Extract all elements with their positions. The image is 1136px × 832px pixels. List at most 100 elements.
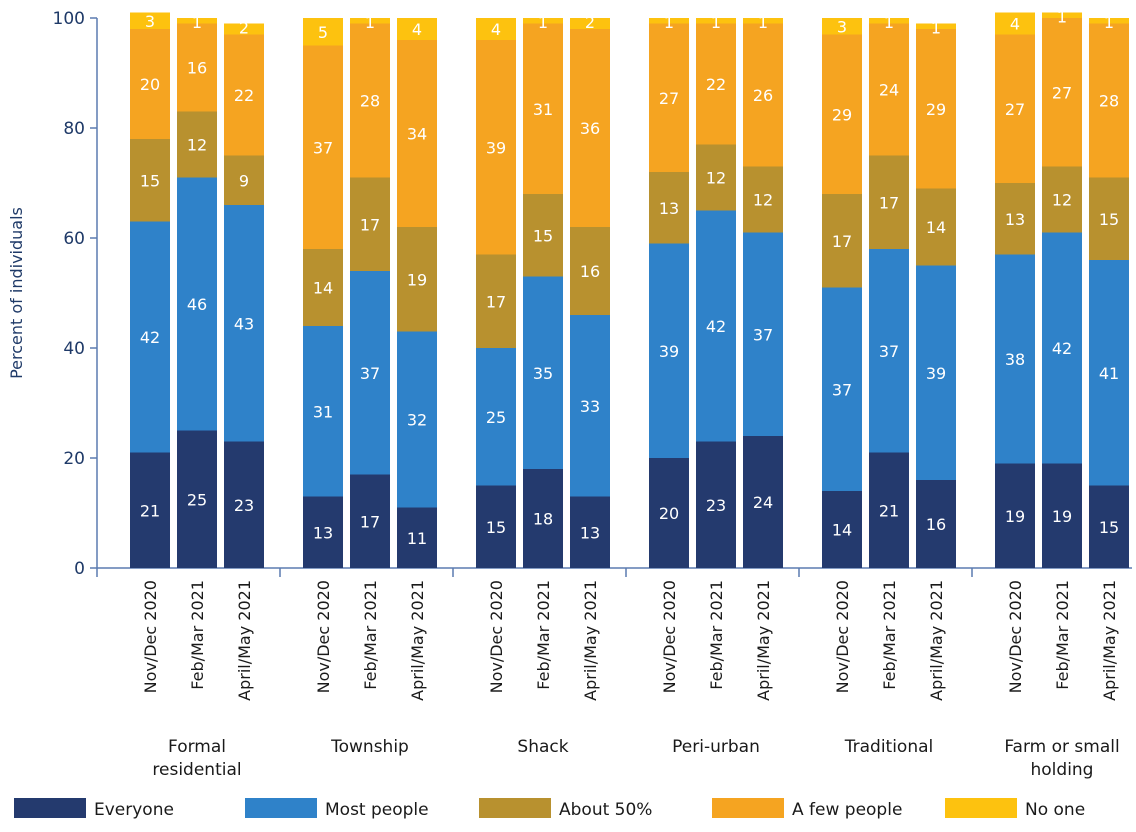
data-label: 16 [580,262,600,281]
data-label: 39 [486,138,506,157]
bar-segment-about-50- [523,194,563,277]
group-label-line: Shack [517,737,568,757]
bar-segment-about-50- [696,144,736,211]
bar-segment-most-people [303,326,343,497]
data-label: 37 [360,364,380,383]
bar-segment-about-50- [177,111,217,178]
data-label: 17 [832,232,852,251]
data-label: 2 [585,13,595,32]
data-label: 15 [1099,210,1119,229]
bar-segment-no-one [995,12,1035,35]
bar-segment-a-few-people [397,40,437,227]
y-tick-label: 60 [63,229,85,249]
data-label: 37 [753,325,773,344]
data-label: 12 [187,136,207,155]
bar-segment-a-few-people [570,29,610,227]
data-label: 37 [879,342,899,361]
data-label: 32 [407,411,427,430]
data-label: 43 [234,314,254,333]
data-label: 39 [926,364,946,383]
bar-segment-about-50- [476,254,516,348]
data-label: 21 [879,501,899,520]
data-label: 1 [758,13,768,32]
period-label: Feb/Mar 2021 [188,580,207,690]
data-label: 9 [239,171,249,190]
data-label: 25 [187,490,207,509]
segment-labels: 2142152032546121612343922213311437517371… [140,8,1119,548]
data-label: 12 [753,191,773,210]
data-label: 26 [753,86,773,105]
bar-segment-everyone [696,441,736,568]
bar-segment-no-one [523,18,563,24]
bar-segment-everyone [130,452,170,568]
data-label: 21 [140,501,160,520]
bar-segment-about-50- [1089,177,1129,260]
group-label-line: Farm or small [1004,737,1119,757]
data-label: 1 [664,13,674,32]
y-axis-title: Percent of individuals [7,207,26,379]
data-label: 38 [1005,350,1025,369]
bar-segment-most-people [649,243,689,458]
data-label: 31 [533,100,553,119]
bar-segment-about-50- [916,188,956,266]
bar-segment-no-one [350,18,390,24]
data-label: 33 [580,397,600,416]
data-label: 20 [659,504,679,523]
period-label: Feb/Mar 2021 [707,580,726,690]
period-label: Feb/Mar 2021 [880,580,899,690]
legend-label: A few people [792,800,902,820]
bar-segment-most-people [1089,260,1129,486]
data-label: 27 [1005,100,1025,119]
bar-segment-no-one [649,18,689,24]
data-label: 4 [1010,15,1020,34]
bar-segment-a-few-people [696,23,736,145]
bar-segment-a-few-people [476,40,516,255]
data-label: 17 [360,215,380,234]
data-label: 25 [486,408,506,427]
bar-segment-no-one [224,23,264,35]
bar-segment-most-people [224,205,264,442]
bar-segment-a-few-people [224,34,264,156]
group-label-line: Traditional [844,737,934,757]
data-label: 15 [533,226,553,245]
bar-segment-a-few-people [869,23,909,156]
bar-segment-a-few-people [350,23,390,178]
bar-segment-everyone [523,469,563,568]
data-label: 14 [926,218,946,237]
bar-segment-most-people [743,232,783,436]
bar-segment-most-people [696,210,736,442]
data-label: 19 [1052,507,1072,526]
group-label: Farm or small holding [1004,737,1119,780]
bar-segment-no-one [397,18,437,40]
data-label: 42 [706,317,726,336]
period-label: April/May 2021 [754,580,773,701]
bar-segment-everyone [224,441,264,568]
bar-segment-everyone [1089,485,1129,568]
data-label: 22 [706,75,726,94]
bar-segment-a-few-people [303,45,343,249]
x-axis-labels: Nov/Dec 2020 Feb/Mar 2021 April/May 2021 Fo… [141,580,1120,780]
bar-segment-everyone [869,452,909,568]
bar-segment-no-one [303,18,343,46]
data-label: 27 [659,89,679,108]
bar-segment-no-one [130,12,170,29]
group-label-line: holding [1031,760,1094,780]
bar-segment-most-people [476,348,516,486]
bar-segment-most-people [397,331,437,508]
bar-segment-no-one [916,23,956,29]
data-label: 23 [706,496,726,515]
y-tick-label: 80 [63,119,85,139]
bar-segment-about-50- [570,227,610,315]
data-label: 13 [1005,210,1025,229]
bar-segment-everyone [743,436,783,568]
bar-segment-about-50- [649,172,689,244]
data-label: 34 [407,125,427,144]
bar-segment-everyone [303,496,343,568]
bar-segment-a-few-people [1042,18,1082,167]
data-label: 37 [832,380,852,399]
bar-segment-about-50- [350,177,390,271]
period-label: Feb/Mar 2021 [534,580,553,690]
data-label: 3 [837,17,847,36]
bar-segment-about-50- [224,155,264,205]
bar-segment-everyone [350,474,390,568]
